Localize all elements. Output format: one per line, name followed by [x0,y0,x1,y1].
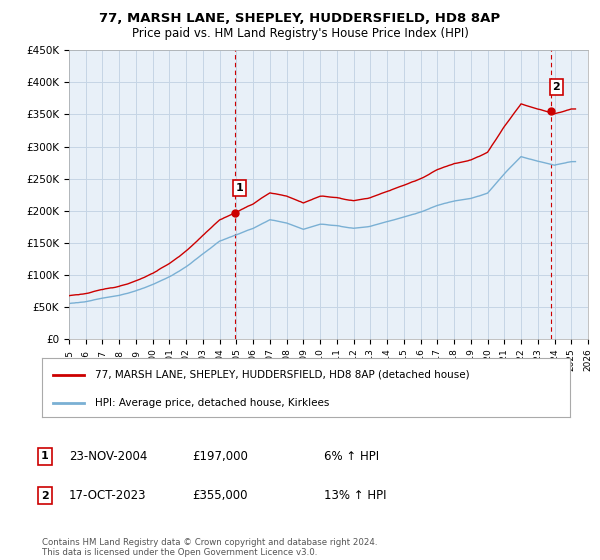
Text: 77, MARSH LANE, SHEPLEY, HUDDERSFIELD, HD8 8AP: 77, MARSH LANE, SHEPLEY, HUDDERSFIELD, H… [100,12,500,25]
Text: 1: 1 [236,183,244,193]
Text: 6% ↑ HPI: 6% ↑ HPI [324,450,379,463]
Text: 2: 2 [553,82,560,92]
Text: 23-NOV-2004: 23-NOV-2004 [69,450,148,463]
Text: Contains HM Land Registry data © Crown copyright and database right 2024.
This d: Contains HM Land Registry data © Crown c… [42,538,377,557]
Text: £197,000: £197,000 [192,450,248,463]
Text: 17-OCT-2023: 17-OCT-2023 [69,489,146,502]
Text: HPI: Average price, detached house, Kirklees: HPI: Average price, detached house, Kirk… [95,398,329,408]
Text: Price paid vs. HM Land Registry's House Price Index (HPI): Price paid vs. HM Land Registry's House … [131,27,469,40]
Text: 13% ↑ HPI: 13% ↑ HPI [324,489,386,502]
Text: 77, MARSH LANE, SHEPLEY, HUDDERSFIELD, HD8 8AP (detached house): 77, MARSH LANE, SHEPLEY, HUDDERSFIELD, H… [95,370,469,380]
Text: 2: 2 [41,491,49,501]
Text: 1: 1 [41,451,49,461]
Text: £355,000: £355,000 [192,489,248,502]
